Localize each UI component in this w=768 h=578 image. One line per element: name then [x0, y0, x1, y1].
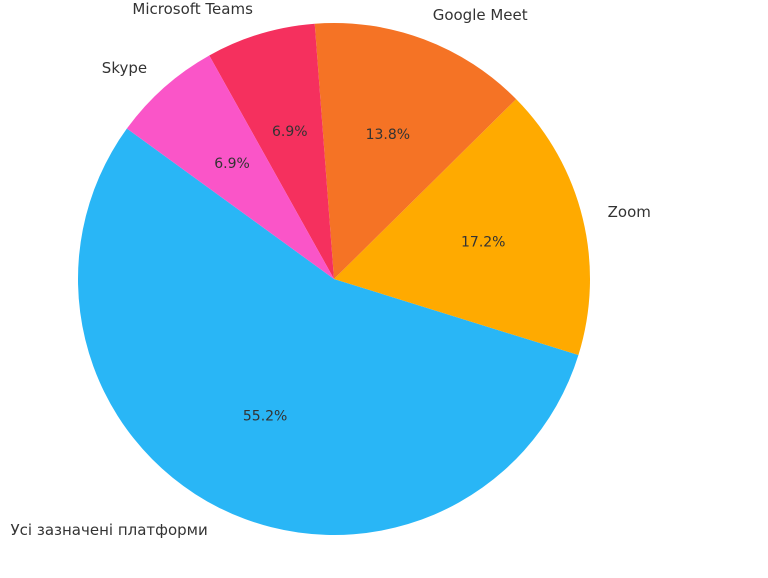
- pct-label-google-meet: 13.8%: [366, 127, 410, 143]
- pie-slices: [77, 22, 590, 536]
- category-label-zoom: Zoom: [608, 203, 651, 221]
- category-label-all-platforms: Усі зазначені платформи: [11, 521, 208, 539]
- category-labels: Усі зазначені платформи Zoom Google Meet Mi…: [11, 0, 651, 539]
- pie-slice-all-platforms: [77, 128, 579, 536]
- pct-label-zoom: 17.2%: [461, 235, 505, 251]
- pie-slice-zoom: [334, 99, 590, 356]
- percentage-labels: 55.2% 17.2% 13.8% 6.9% 6.9%: [214, 124, 505, 424]
- pie-slice-microsoft-teams: [209, 23, 334, 279]
- category-label-google-meet: Google Meet: [433, 6, 528, 24]
- pct-label-skype: 6.9%: [214, 156, 250, 172]
- category-label-microsoft-teams: Microsoft Teams: [132, 0, 253, 18]
- pie-slice-skype: [126, 55, 334, 280]
- pct-label-microsoft-teams: 6.9%: [272, 124, 308, 140]
- pie-slice-google-meet: [314, 22, 517, 279]
- category-label-skype: Skype: [102, 59, 147, 77]
- pct-label-all-platforms: 55.2%: [243, 408, 287, 424]
